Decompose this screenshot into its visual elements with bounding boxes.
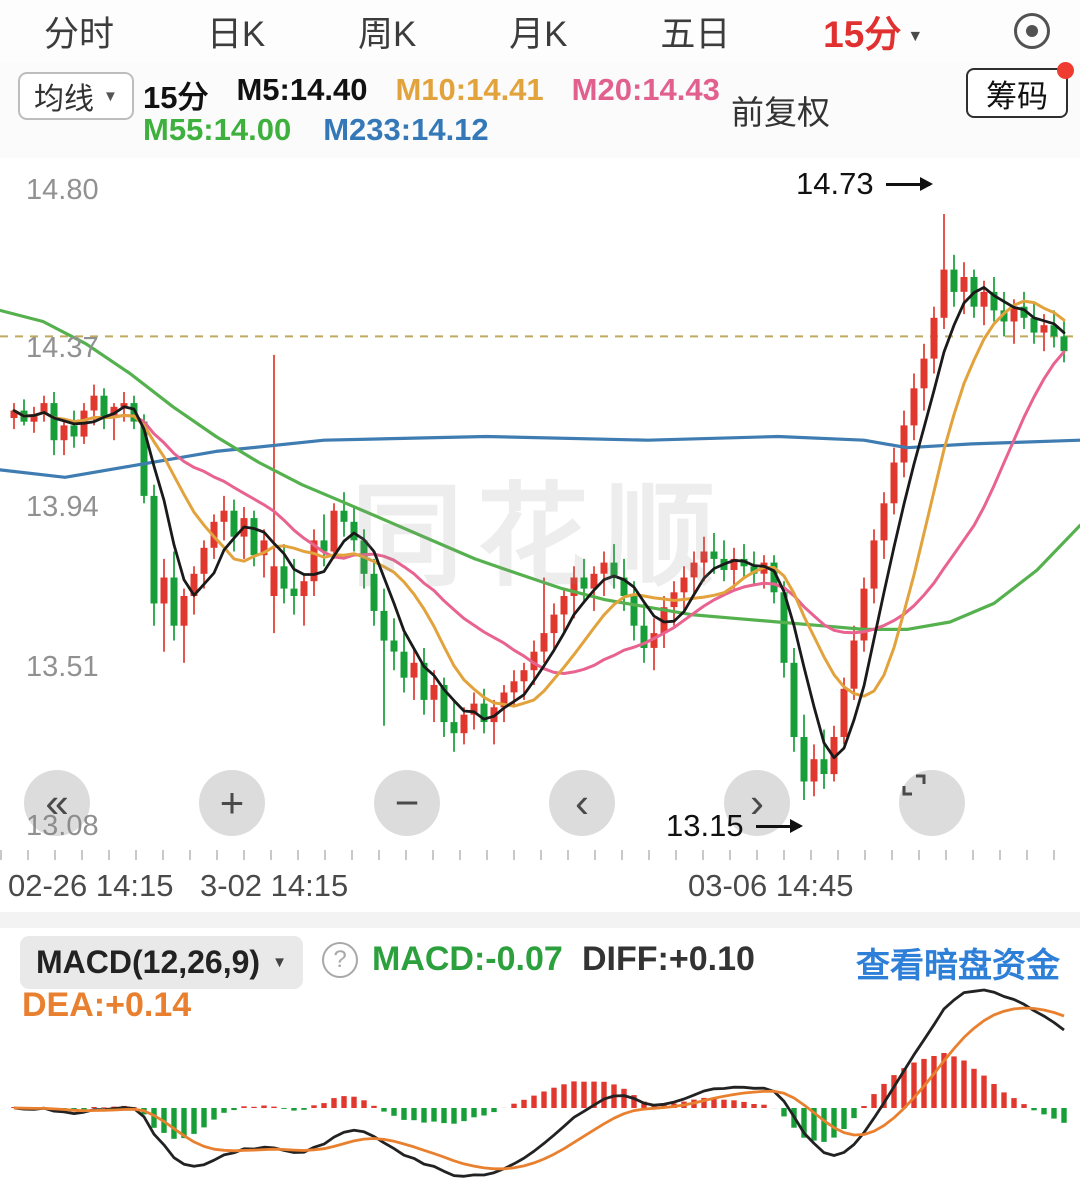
ma-legend-line2: M55:14.00 M233:14.12 xyxy=(143,112,489,148)
macd-selector-label: MACD(12,26,9) xyxy=(36,944,261,980)
chevron-down-icon: ▼ xyxy=(103,87,118,105)
y-axis-label: 14.37 xyxy=(26,332,99,364)
tab-label: 五日 xyxy=(660,14,731,54)
period-label: 15分 xyxy=(143,80,209,115)
ma55-value: M55:14.00 xyxy=(143,112,292,147)
settings-target-icon[interactable] xyxy=(1013,13,1050,49)
high-price-annotation: 14.73 xyxy=(796,166,933,202)
tab-label: 月K xyxy=(509,14,568,54)
pan-left-button[interactable]: ‹ xyxy=(549,770,615,836)
zoom-in-icon: + xyxy=(219,779,245,826)
tab-daily-k[interactable]: 日K xyxy=(205,0,267,65)
macd-header: MACD(12,26,9) ▼ ? MACD:-0.07 DIFF:+0.10 … xyxy=(0,928,1080,1178)
macd-value: MACD:-0.07 xyxy=(372,940,563,978)
tab-label: 15分 xyxy=(823,14,902,55)
x-axis-label: 03-06 14:45 xyxy=(688,868,854,903)
tab-timeline[interactable]: 分时 xyxy=(42,0,116,65)
help-icon[interactable]: ? xyxy=(322,942,358,978)
ma-selector-button[interactable]: 均线 ▼ xyxy=(18,72,134,120)
tab-label: 日K xyxy=(206,14,266,54)
y-axis-label: 14.80 xyxy=(26,174,99,206)
fullscreen-icon xyxy=(902,774,926,796)
dea-value: DEA:+0.14 xyxy=(22,986,192,1024)
tab-15min-active[interactable]: 15分 ▼ xyxy=(821,0,925,69)
tab-monthly-k[interactable]: 月K xyxy=(507,0,569,65)
zoom-out-button[interactable]: − xyxy=(374,770,440,836)
tab-label: 周K xyxy=(358,14,417,54)
ma5-value: M5:14.40 xyxy=(236,72,368,107)
chart-period-tabs: 分时 日K 周K 月K 五日 15分 ▼ xyxy=(0,0,1080,69)
tab-label: 分时 xyxy=(44,14,115,54)
x-axis-label: 02-26 14:15 xyxy=(8,868,174,903)
chevron-right-icon: › xyxy=(750,779,764,826)
ma10-value: M10:14.41 xyxy=(395,72,544,107)
x-axis-ticks xyxy=(0,850,1080,860)
ma233-value: M233:14.12 xyxy=(323,112,489,147)
indicator-header: 均线 ▼ 15分 M5:14.40 M10:14.41 M20:14.43 M5… xyxy=(0,62,1080,158)
candlestick-chart-canvas[interactable] xyxy=(0,158,1080,850)
dark-pool-funds-link[interactable]: 查看暗盘资金 xyxy=(856,947,1060,985)
zoom-in-button[interactable]: + xyxy=(199,770,265,836)
section-divider xyxy=(0,912,1080,928)
zoom-out-icon: − xyxy=(394,779,420,826)
macd-indicator-selector[interactable]: MACD(12,26,9) ▼ xyxy=(20,936,303,989)
macd-chart-canvas[interactable] xyxy=(0,928,1080,1178)
tab-five-day[interactable]: 五日 xyxy=(658,0,732,65)
x-axis: 02-26 14:15 3-02 14:15 03-06 14:45 xyxy=(0,850,1080,912)
y-axis-label: 13.08 xyxy=(26,810,99,842)
notification-dot xyxy=(1057,62,1074,79)
low-price-annotation: 13.15 xyxy=(666,808,803,844)
ma20-value: M20:14.43 xyxy=(571,72,720,107)
chevron-down-icon: ▼ xyxy=(272,954,287,971)
chips-button[interactable]: 筹码 xyxy=(966,62,1074,118)
tab-weekly-k[interactable]: 周K xyxy=(356,0,418,65)
x-axis-label: 3-02 14:15 xyxy=(200,868,349,903)
chevron-down-icon: ▼ xyxy=(907,28,924,45)
candlestick-chart-area[interactable]: 同花顺 14.80 14.37 13.94 13.51 13.08 14.73 … xyxy=(0,158,1080,850)
low-price-text: 13.15 xyxy=(666,808,744,843)
diff-value: DIFF:+0.10 xyxy=(582,940,755,978)
ma-legend-line1: 15分 M5:14.40 M10:14.41 M20:14.43 xyxy=(143,72,720,117)
macd-panel: MACD(12,26,9) ▼ ? MACD:-0.07 DIFF:+0.10 … xyxy=(0,928,1080,1178)
y-axis-label: 13.51 xyxy=(26,651,99,683)
rewind-button[interactable]: « xyxy=(24,770,90,836)
arrow-right-icon xyxy=(885,176,933,191)
fullscreen-button[interactable] xyxy=(899,770,965,836)
arrow-right-icon xyxy=(755,818,803,833)
ma-selector-label: 均线 xyxy=(34,83,94,116)
adjust-mode-toggle[interactable]: 前复权 xyxy=(731,94,830,131)
chips-button-label: 筹码 xyxy=(986,78,1048,114)
chevron-left-icon: ‹ xyxy=(575,779,589,826)
rewind-icon: « xyxy=(45,779,69,826)
high-price-text: 14.73 xyxy=(796,166,874,201)
y-axis-label: 13.94 xyxy=(26,491,99,523)
